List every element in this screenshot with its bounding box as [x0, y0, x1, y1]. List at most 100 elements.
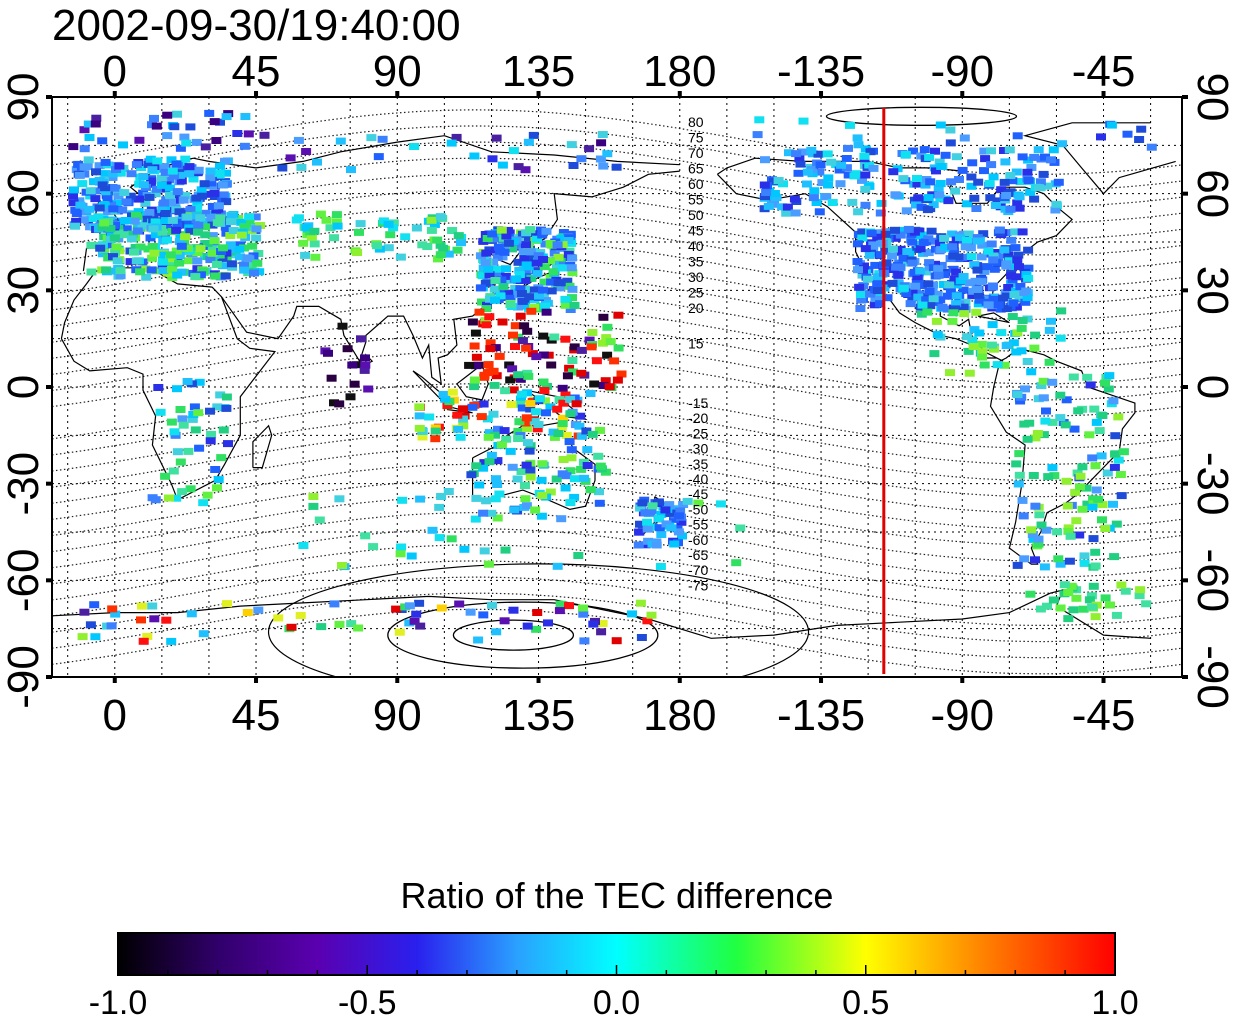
tec-ratio-cell — [125, 192, 136, 200]
tec-ratio-cell — [184, 257, 194, 265]
tec-ratio-cell — [1106, 121, 1117, 129]
tec-ratio-cell — [1038, 394, 1049, 402]
contour-label: 45 — [688, 223, 704, 239]
tec-ratio-cell — [651, 541, 662, 549]
tec-ratio-cell — [907, 288, 918, 296]
tec-ratio-cell — [235, 253, 245, 261]
tec-ratio-cell — [924, 287, 935, 295]
tec-ratio-cell — [165, 251, 176, 259]
tec-ratio-cell — [496, 226, 507, 234]
tec-ratio-cell — [115, 272, 126, 280]
tec-ratio-cell — [532, 609, 543, 616]
tec-ratio-cell — [1055, 414, 1066, 422]
tec-ratio-cell — [329, 399, 339, 407]
tec-ratio-cell — [601, 334, 612, 342]
tec-ratio-cell — [217, 244, 228, 252]
tec-ratio-cell — [771, 194, 782, 202]
tec-ratio-cell — [557, 264, 568, 272]
tec-ratio-cell — [500, 387, 511, 395]
tec-ratio-cell — [97, 137, 108, 145]
tec-ratio-cell — [1113, 456, 1124, 464]
tec-ratio-cell — [938, 281, 949, 288]
tec-ratio-cell — [546, 278, 557, 286]
tec-ratio-cell — [857, 176, 867, 184]
tec-ratio-cell — [162, 111, 173, 119]
tec-ratio-cell — [782, 203, 793, 211]
tec-ratio-cell — [1043, 473, 1054, 481]
tec-ratio-cell — [149, 249, 160, 257]
tec-ratio-cell — [86, 268, 97, 276]
tec-ratio-cell — [510, 322, 521, 330]
tec-ratio-cell — [395, 253, 406, 261]
tec-ratio-cell — [524, 447, 535, 455]
tec-ratio-cell — [985, 194, 996, 202]
tec-ratio-cell — [1023, 274, 1034, 282]
tec-ratio-cell — [916, 310, 927, 318]
tec-ratio-cell — [1073, 407, 1084, 415]
tec-ratio-cell — [988, 282, 998, 290]
tec-ratio-cell — [1055, 391, 1066, 399]
tec-ratio-cell — [149, 114, 159, 122]
tec-ratio-cell — [182, 213, 193, 221]
tec-ratio-cell — [560, 335, 571, 343]
tec-ratio-cell — [74, 197, 85, 205]
tec-ratio-cell — [205, 174, 216, 182]
tec-ratio-cell — [1014, 204, 1025, 212]
tec-ratio-cell — [1012, 391, 1023, 399]
tec-ratio-cell — [435, 213, 446, 221]
tec-ratio-cell — [150, 231, 161, 239]
tec-ratio-cell — [135, 243, 146, 251]
tec-ratio-cell — [137, 222, 148, 230]
tec-ratio-cell — [174, 171, 185, 179]
tec-ratio-cell — [813, 150, 824, 158]
tec-ratio-cell — [945, 369, 955, 377]
tec-ratio-cell — [1053, 555, 1064, 563]
tec-ratio-cell — [752, 131, 763, 139]
tec-ratio-cell — [523, 372, 534, 380]
tec-ratio-cell — [582, 462, 593, 469]
tec-ratio-cell — [907, 259, 918, 267]
tec-ratio-cell — [860, 245, 871, 253]
tec-ratio-cell — [165, 191, 175, 199]
tec-ratio-cell — [815, 161, 826, 169]
tec-ratio-cell — [932, 290, 943, 298]
tec-ratio-cell — [396, 543, 407, 551]
tec-ratio-cell — [166, 198, 176, 205]
tec-ratio-cell — [872, 229, 883, 237]
tec-ratio-cell — [1012, 329, 1023, 337]
tec-ratio-cell — [1030, 502, 1041, 510]
tec-ratio-cell — [480, 259, 491, 267]
tec-ratio-cell — [1012, 199, 1023, 207]
tec-ratio-cell — [209, 189, 220, 197]
tec-ratio-cell — [205, 407, 215, 415]
tec-ratio-cell — [536, 512, 547, 520]
tec-ratio-cell — [546, 241, 557, 249]
tec-ratio-cell — [594, 488, 604, 496]
tec-ratio-cell — [195, 245, 206, 253]
tec-ratio-cell — [215, 214, 226, 222]
tec-ratio-cell — [293, 214, 304, 222]
tec-ratio-cell — [769, 190, 780, 197]
tec-ratio-cell — [1013, 480, 1024, 488]
tec-ratio-cell — [144, 193, 155, 201]
tec-ratio-cell — [1026, 526, 1037, 534]
tec-ratio-cell — [898, 226, 909, 234]
tec-ratio-cell — [789, 195, 800, 203]
tec-ratio-cell — [233, 215, 244, 222]
tec-ratio-cell — [508, 331, 518, 339]
tec-ratio-cell — [560, 295, 571, 303]
tec-ratio-cell — [996, 186, 1007, 194]
tec-ratio-cell — [558, 399, 569, 407]
tec-ratio-cell — [183, 218, 194, 226]
tec-ratio-cell — [174, 216, 185, 224]
tec-ratio-cell — [159, 199, 170, 207]
tec-ratio-cell — [588, 620, 599, 628]
tec-ratio-cell — [512, 242, 523, 250]
tec-ratio-cell — [469, 383, 480, 391]
tec-ratio-cell — [560, 484, 571, 492]
lon-axis-top: 0 45 90 135 180 -135 -90 -45 — [103, 47, 1136, 96]
tec-ratio-cell — [957, 166, 968, 174]
contour-label: 25 — [688, 285, 704, 301]
tec-ratio-cell — [872, 281, 883, 289]
